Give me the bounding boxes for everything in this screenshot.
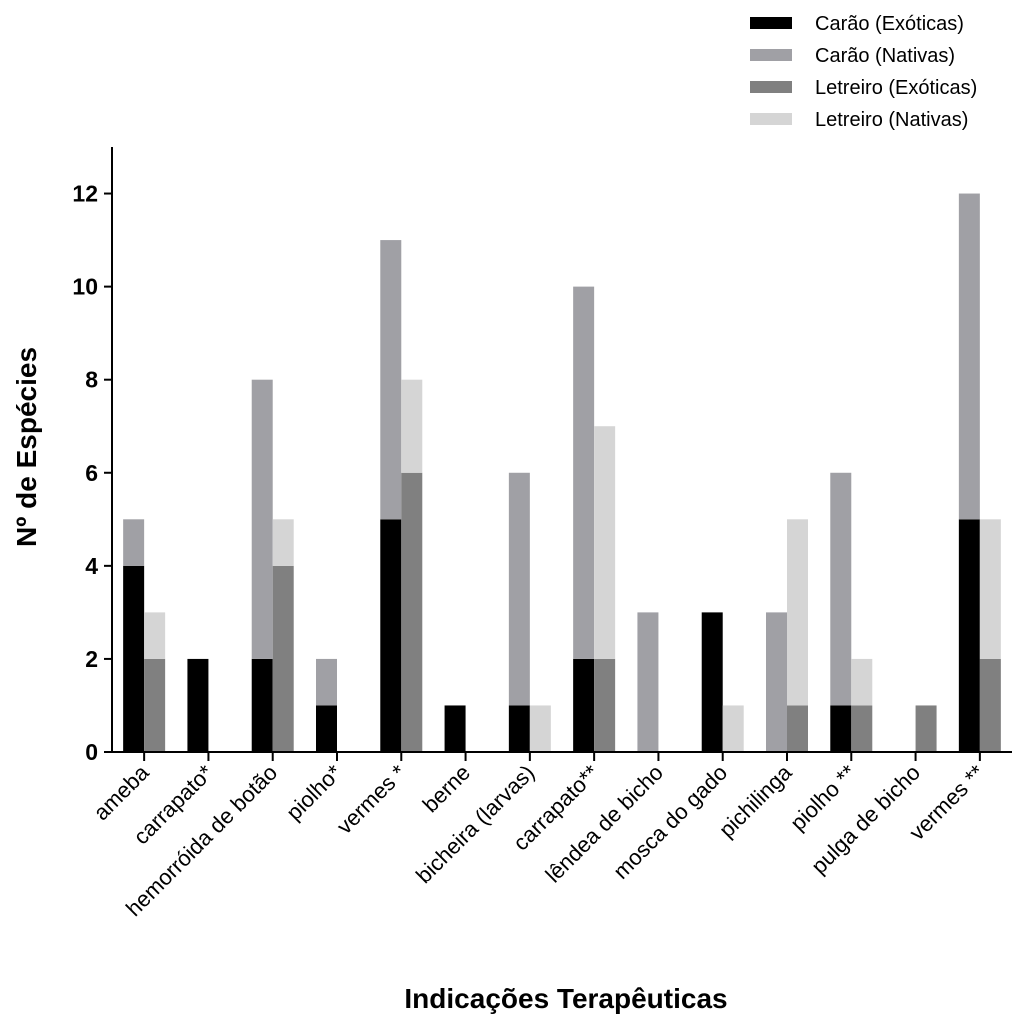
bar-letreiro-exoticas-vermes <box>401 472 423 752</box>
x-tick-label-berne: berne <box>418 760 475 817</box>
bar-carao-nativas-piolho <box>316 658 337 706</box>
bar-carao-nativas-piolho <box>830 472 852 706</box>
legend-label-letreiro-exoticas: Letreiro (Exóticas) <box>815 77 977 99</box>
bar-letreiro-nativas-mosca-do-gado <box>722 705 744 752</box>
bar-carao-exoticas-vermes <box>380 519 402 752</box>
y-axis-title: Nº de Espécies <box>11 347 42 547</box>
legend-swatch-letreiro-nativas <box>750 113 792 125</box>
bar-letreiro-nativas-hemorroida-de-botao <box>272 519 294 566</box>
bar-carao-exoticas-mosca-do-gado <box>701 612 723 752</box>
legend-label-letreiro-nativas: Letreiro (Nativas) <box>815 109 968 131</box>
bar-carao-nativas-bicheira-larvas <box>508 472 530 706</box>
legend-label-carao-nativas: Carão (Nativas) <box>815 45 955 67</box>
bar-carao-exoticas-carrapato <box>573 658 595 752</box>
bar-carao-nativas-vermes <box>958 193 980 520</box>
bar-carao-exoticas-hemorroida-de-botao <box>251 658 273 752</box>
bar-letreiro-nativas-vermes <box>979 519 1001 659</box>
x-axis-title: Indicações Terapêuticas <box>404 983 727 1014</box>
bar-letreiro-nativas-carrapato <box>594 426 616 659</box>
bar-letreiro-exoticas-pichilinga <box>787 705 808 752</box>
x-tick-label-vermes: vermes * <box>332 760 411 839</box>
y-tick-label: 0 <box>85 739 98 765</box>
y-tick-label: 6 <box>85 460 98 486</box>
bar-carao-nativas-ameba <box>123 519 145 566</box>
x-tick-label-lendea-de-bicho: lêndea de bicho <box>540 760 668 888</box>
y-tick-label: 12 <box>72 181 98 207</box>
legend: Carão (Exóticas) Carão (Nativas) Letreiro … <box>750 13 977 131</box>
bar-carao-exoticas-piolho <box>316 705 337 752</box>
bar-letreiro-nativas-ameba <box>144 612 166 659</box>
bar-letreiro-exoticas-carrapato <box>594 658 616 752</box>
bar-carao-exoticas-vermes <box>958 519 980 752</box>
bars-layer <box>123 193 1001 752</box>
bar-carao-nativas-lendea-de-bicho <box>637 612 659 752</box>
legend-swatch-carao-exoticas <box>750 17 792 29</box>
legend-swatch-letreiro-exoticas <box>750 81 792 93</box>
y-tick-label: 10 <box>72 274 98 300</box>
bar-carao-exoticas-piolho <box>830 705 852 752</box>
legend-swatch-carao-nativas <box>750 49 792 61</box>
bar-carao-nativas-hemorroida-de-botao <box>251 379 273 659</box>
bar-carao-exoticas-ameba <box>123 565 145 752</box>
bar-letreiro-nativas-pichilinga <box>787 519 808 706</box>
bar-letreiro-exoticas-vermes <box>979 658 1001 752</box>
bar-carao-nativas-vermes <box>380 240 402 520</box>
x-tick-label-bicheira-larvas: bicheira (larvas) <box>411 760 539 888</box>
bar-letreiro-exoticas-pulga-de-bicho <box>915 705 937 752</box>
bar-letreiro-nativas-piolho <box>851 658 873 706</box>
bar-letreiro-nativas-vermes <box>401 379 423 473</box>
bar-carao-exoticas-bicheira-larvas <box>508 705 530 752</box>
x-tick-label-mosca-do-gado: mosca do gado <box>608 760 732 884</box>
bar-letreiro-exoticas-ameba <box>144 658 166 752</box>
bar-carao-exoticas-berne <box>444 705 466 752</box>
bar-carao-exoticas-carrapato <box>187 658 209 752</box>
bar-carao-nativas-pichilinga <box>766 612 787 752</box>
bar-letreiro-exoticas-piolho <box>851 705 873 752</box>
bar-letreiro-exoticas-hemorroida-de-botao <box>272 565 294 752</box>
y-tick-label: 8 <box>85 367 98 393</box>
bar-letreiro-nativas-bicheira-larvas <box>529 705 551 752</box>
y-tick-label: 4 <box>85 553 98 579</box>
y-tick-label: 2 <box>85 646 98 672</box>
bar-carao-nativas-carrapato <box>573 286 595 659</box>
legend-label-carao-exoticas: Carão (Exóticas) <box>815 13 964 35</box>
